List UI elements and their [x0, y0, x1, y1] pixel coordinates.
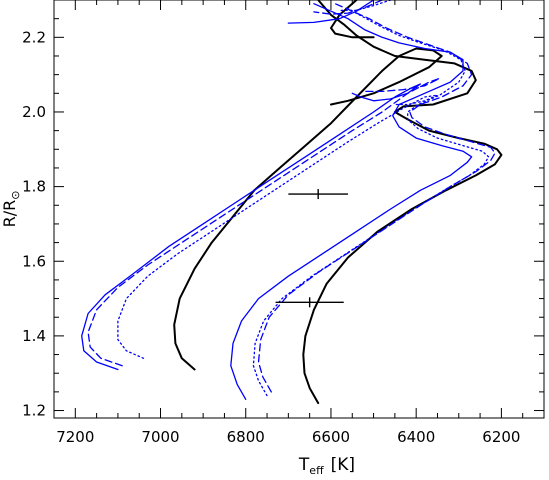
x-axis-label-unit: [K]: [331, 455, 355, 475]
series-line-10-blue-solid: [287, 0, 375, 24]
x-axis-label: Teff [K]: [298, 455, 355, 477]
series-line-12-blue-dotted: [338, 0, 392, 12]
series-line-6-blue-dotted: [117, 94, 439, 359]
y-axis-ticks: 1.2 1.4 1.6 1.8 2.0 2.2: [22, 0, 544, 420]
x-axis-ticks: 7200 7000 6800 6600 6400 6200: [53, 0, 545, 446]
series-line-9-blue-dotted: [252, 6, 490, 397]
series-line-1-black-solid: [173, 47, 443, 371]
x-axis-label-subscript: eff: [309, 464, 324, 477]
series-layer: [81, 0, 503, 405]
y-tick-label: 1.8: [22, 178, 46, 196]
series-line-3-black-solid: [330, 0, 375, 39]
y-axis-label-main: R/R: [0, 200, 19, 228]
y-tick-label: 1.4: [22, 327, 46, 345]
x-tick-label: 7200: [56, 428, 94, 446]
y-tick-label: 2.0: [22, 103, 46, 121]
x-tick-label: 6400: [397, 428, 435, 446]
x-tick-label: 7000: [141, 428, 179, 446]
series-line-7-blue-solid: [230, 3, 473, 400]
series-line-5-blue-dashed: [87, 77, 441, 367]
y-axis-label: R/R⊙: [0, 191, 22, 228]
series-line-8-blue-dashed: [257, 3, 496, 393]
series-line-4-blue-solid: [81, 83, 422, 371]
y-tick-label: 2.2: [22, 28, 46, 46]
y-tick-label: 1.2: [22, 402, 46, 420]
x-tick-label: 6200: [482, 428, 520, 446]
x-tick-label: 6600: [312, 428, 350, 446]
y-tick-label: 1.6: [22, 252, 46, 270]
x-axis-label-main: T: [298, 455, 310, 475]
errorbar-layer: [275, 189, 348, 308]
plot-frame: [53, 0, 545, 419]
x-tick-label: 6800: [227, 428, 265, 446]
series-line-11-blue-dashed: [313, 0, 383, 15]
y-axis-label-subscript: ⊙: [9, 191, 22, 200]
